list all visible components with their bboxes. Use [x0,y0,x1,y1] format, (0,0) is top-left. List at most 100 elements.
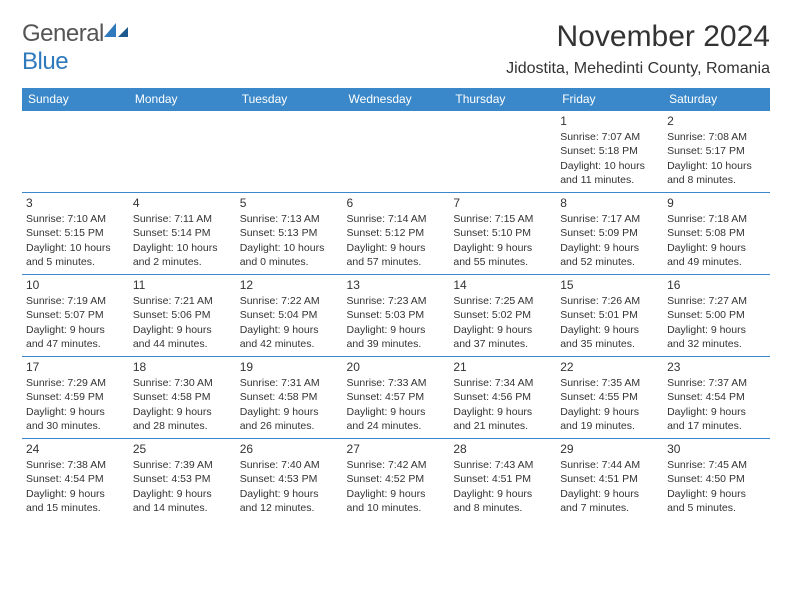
logo: GeneralBlue [22,20,130,76]
day-number: 10 [26,277,125,293]
sunrise-text: Sunrise: 7:42 AM [347,458,446,472]
sunrise-text: Sunrise: 7:23 AM [347,294,446,308]
calendar-day-cell [449,111,556,193]
daylight-text: Daylight: 10 hours and 0 minutes. [240,241,339,269]
day-number: 25 [133,441,232,457]
daylight-text: Daylight: 9 hours and 15 minutes. [26,487,125,515]
day-number: 15 [560,277,659,293]
logo-text-part2: Blue [22,48,68,75]
calendar-table: SundayMondayTuesdayWednesdayThursdayFrid… [22,88,770,521]
day-number: 14 [453,277,552,293]
logo-text: GeneralBlue [22,20,130,76]
daylight-text: Daylight: 9 hours and 52 minutes. [560,241,659,269]
daylight-text: Daylight: 9 hours and 26 minutes. [240,405,339,433]
sunset-text: Sunset: 5:07 PM [26,308,125,322]
sunrise-text: Sunrise: 7:08 AM [667,130,766,144]
calendar-day-cell: 22Sunrise: 7:35 AMSunset: 4:55 PMDayligh… [556,357,663,439]
calendar-week-row: 1Sunrise: 7:07 AMSunset: 5:18 PMDaylight… [22,111,770,193]
sunset-text: Sunset: 4:54 PM [26,472,125,486]
daylight-text: Daylight: 9 hours and 49 minutes. [667,241,766,269]
calendar-day-cell: 28Sunrise: 7:43 AMSunset: 4:51 PMDayligh… [449,439,556,521]
day-number: 2 [667,113,766,129]
day-number: 8 [560,195,659,211]
sunrise-text: Sunrise: 7:31 AM [240,376,339,390]
daylight-text: Daylight: 9 hours and 32 minutes. [667,323,766,351]
day-number: 24 [26,441,125,457]
calendar-day-cell: 23Sunrise: 7:37 AMSunset: 4:54 PMDayligh… [663,357,770,439]
weekday-header: Thursday [449,88,556,111]
calendar-day-cell [343,111,450,193]
location-subtitle: Jidostita, Mehedinti County, Romania [506,60,770,78]
daylight-text: Daylight: 9 hours and 21 minutes. [453,405,552,433]
sunrise-text: Sunrise: 7:45 AM [667,458,766,472]
day-number: 18 [133,359,232,375]
day-number: 11 [133,277,232,293]
sunset-text: Sunset: 4:53 PM [240,472,339,486]
calendar-week-row: 17Sunrise: 7:29 AMSunset: 4:59 PMDayligh… [22,357,770,439]
calendar-day-cell: 30Sunrise: 7:45 AMSunset: 4:50 PMDayligh… [663,439,770,521]
sunset-text: Sunset: 4:56 PM [453,390,552,404]
daylight-text: Daylight: 9 hours and 12 minutes. [240,487,339,515]
daylight-text: Daylight: 9 hours and 8 minutes. [453,487,552,515]
sunset-text: Sunset: 5:00 PM [667,308,766,322]
day-number: 28 [453,441,552,457]
calendar-day-cell: 5Sunrise: 7:13 AMSunset: 5:13 PMDaylight… [236,193,343,275]
calendar-day-cell: 25Sunrise: 7:39 AMSunset: 4:53 PMDayligh… [129,439,236,521]
daylight-text: Daylight: 9 hours and 28 minutes. [133,405,232,433]
sunset-text: Sunset: 4:55 PM [560,390,659,404]
sunrise-text: Sunrise: 7:07 AM [560,130,659,144]
sunrise-text: Sunrise: 7:26 AM [560,294,659,308]
sunrise-text: Sunrise: 7:34 AM [453,376,552,390]
calendar-day-cell: 7Sunrise: 7:15 AMSunset: 5:10 PMDaylight… [449,193,556,275]
sunset-text: Sunset: 5:17 PM [667,144,766,158]
sunrise-text: Sunrise: 7:35 AM [560,376,659,390]
logo-sail-icon [104,20,130,48]
sunrise-text: Sunrise: 7:11 AM [133,212,232,226]
calendar-day-cell: 10Sunrise: 7:19 AMSunset: 5:07 PMDayligh… [22,275,129,357]
daylight-text: Daylight: 9 hours and 5 minutes. [667,487,766,515]
sunset-text: Sunset: 5:18 PM [560,144,659,158]
sunset-text: Sunset: 5:06 PM [133,308,232,322]
sunset-text: Sunset: 5:10 PM [453,226,552,240]
sunrise-text: Sunrise: 7:40 AM [240,458,339,472]
sunrise-text: Sunrise: 7:14 AM [347,212,446,226]
calendar-head: SundayMondayTuesdayWednesdayThursdayFrid… [22,88,770,111]
sunrise-text: Sunrise: 7:33 AM [347,376,446,390]
sunset-text: Sunset: 5:03 PM [347,308,446,322]
sunrise-text: Sunrise: 7:25 AM [453,294,552,308]
calendar-week-row: 10Sunrise: 7:19 AMSunset: 5:07 PMDayligh… [22,275,770,357]
daylight-text: Daylight: 9 hours and 7 minutes. [560,487,659,515]
day-number: 13 [347,277,446,293]
calendar-day-cell: 19Sunrise: 7:31 AMSunset: 4:58 PMDayligh… [236,357,343,439]
page-title: November 2024 [506,20,770,54]
calendar-day-cell: 14Sunrise: 7:25 AMSunset: 5:02 PMDayligh… [449,275,556,357]
day-number: 26 [240,441,339,457]
daylight-text: Daylight: 9 hours and 47 minutes. [26,323,125,351]
calendar-week-row: 24Sunrise: 7:38 AMSunset: 4:54 PMDayligh… [22,439,770,521]
sunset-text: Sunset: 4:58 PM [133,390,232,404]
calendar-day-cell [129,111,236,193]
weekday-header: Tuesday [236,88,343,111]
day-number: 21 [453,359,552,375]
daylight-text: Daylight: 9 hours and 24 minutes. [347,405,446,433]
day-number: 22 [560,359,659,375]
daylight-text: Daylight: 9 hours and 17 minutes. [667,405,766,433]
day-number: 29 [560,441,659,457]
daylight-text: Daylight: 9 hours and 42 minutes. [240,323,339,351]
daylight-text: Daylight: 9 hours and 14 minutes. [133,487,232,515]
sunset-text: Sunset: 5:08 PM [667,226,766,240]
daylight-text: Daylight: 9 hours and 19 minutes. [560,405,659,433]
daylight-text: Daylight: 10 hours and 8 minutes. [667,159,766,187]
calendar-day-cell: 11Sunrise: 7:21 AMSunset: 5:06 PMDayligh… [129,275,236,357]
sunset-text: Sunset: 5:02 PM [453,308,552,322]
logo-text-part1: General [22,20,104,47]
calendar-day-cell: 6Sunrise: 7:14 AMSunset: 5:12 PMDaylight… [343,193,450,275]
daylight-text: Daylight: 9 hours and 10 minutes. [347,487,446,515]
sunrise-text: Sunrise: 7:37 AM [667,376,766,390]
daylight-text: Daylight: 10 hours and 11 minutes. [560,159,659,187]
header: GeneralBlue November 2024 Jidostita, Meh… [22,20,770,78]
calendar-day-cell: 26Sunrise: 7:40 AMSunset: 4:53 PMDayligh… [236,439,343,521]
sunset-text: Sunset: 4:51 PM [560,472,659,486]
calendar-day-cell: 16Sunrise: 7:27 AMSunset: 5:00 PMDayligh… [663,275,770,357]
day-number: 4 [133,195,232,211]
